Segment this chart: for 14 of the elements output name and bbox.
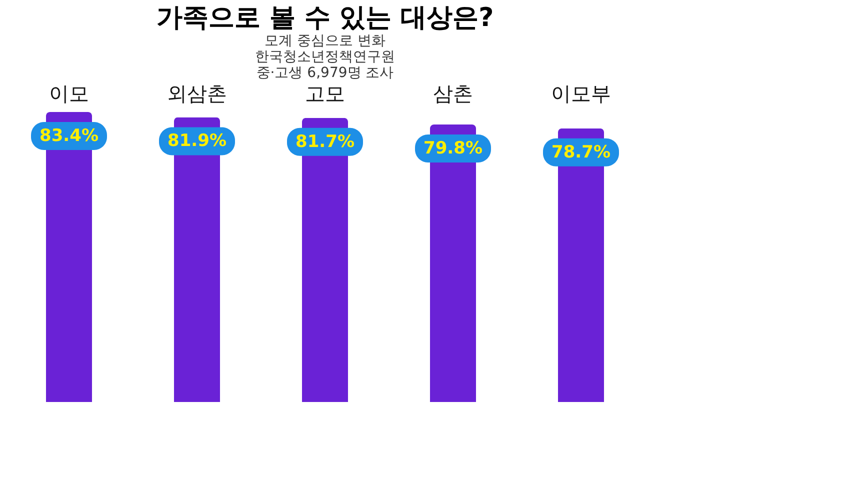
x-tick-label: 외삼촌 bbox=[167, 82, 227, 106]
x-tick-label: 삼촌 bbox=[433, 82, 473, 106]
data-label: 81.9% bbox=[168, 131, 226, 152]
data-label: 81.7% bbox=[296, 132, 354, 152]
x-tick-label: 이모 bbox=[49, 82, 89, 106]
data-label: 83.4% bbox=[40, 126, 98, 146]
data-label: 79.8% bbox=[424, 138, 482, 159]
chart-title: 가족으로 볼 수 있는 대상은? bbox=[156, 3, 494, 33]
x-tick-label: 이모부 bbox=[551, 82, 611, 106]
text: 한국청소년정책연구원 bbox=[255, 49, 395, 65]
x-tick-label: 고모 bbox=[305, 82, 345, 106]
text: 중·고생 6,979명 조사 bbox=[256, 65, 394, 81]
text: 모계 중심으로 변화 bbox=[264, 33, 386, 49]
data-label: 78.7% bbox=[552, 142, 610, 162]
